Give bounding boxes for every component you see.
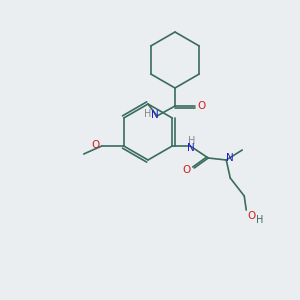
Text: O: O — [92, 140, 100, 150]
Text: H: H — [144, 109, 152, 119]
Text: O: O — [247, 211, 255, 221]
Text: O: O — [182, 165, 190, 175]
Text: N: N — [151, 110, 159, 120]
Text: O: O — [198, 101, 206, 111]
Text: N: N — [188, 143, 195, 153]
Text: N: N — [226, 153, 234, 163]
Text: H: H — [256, 215, 263, 225]
Text: H: H — [188, 136, 195, 146]
